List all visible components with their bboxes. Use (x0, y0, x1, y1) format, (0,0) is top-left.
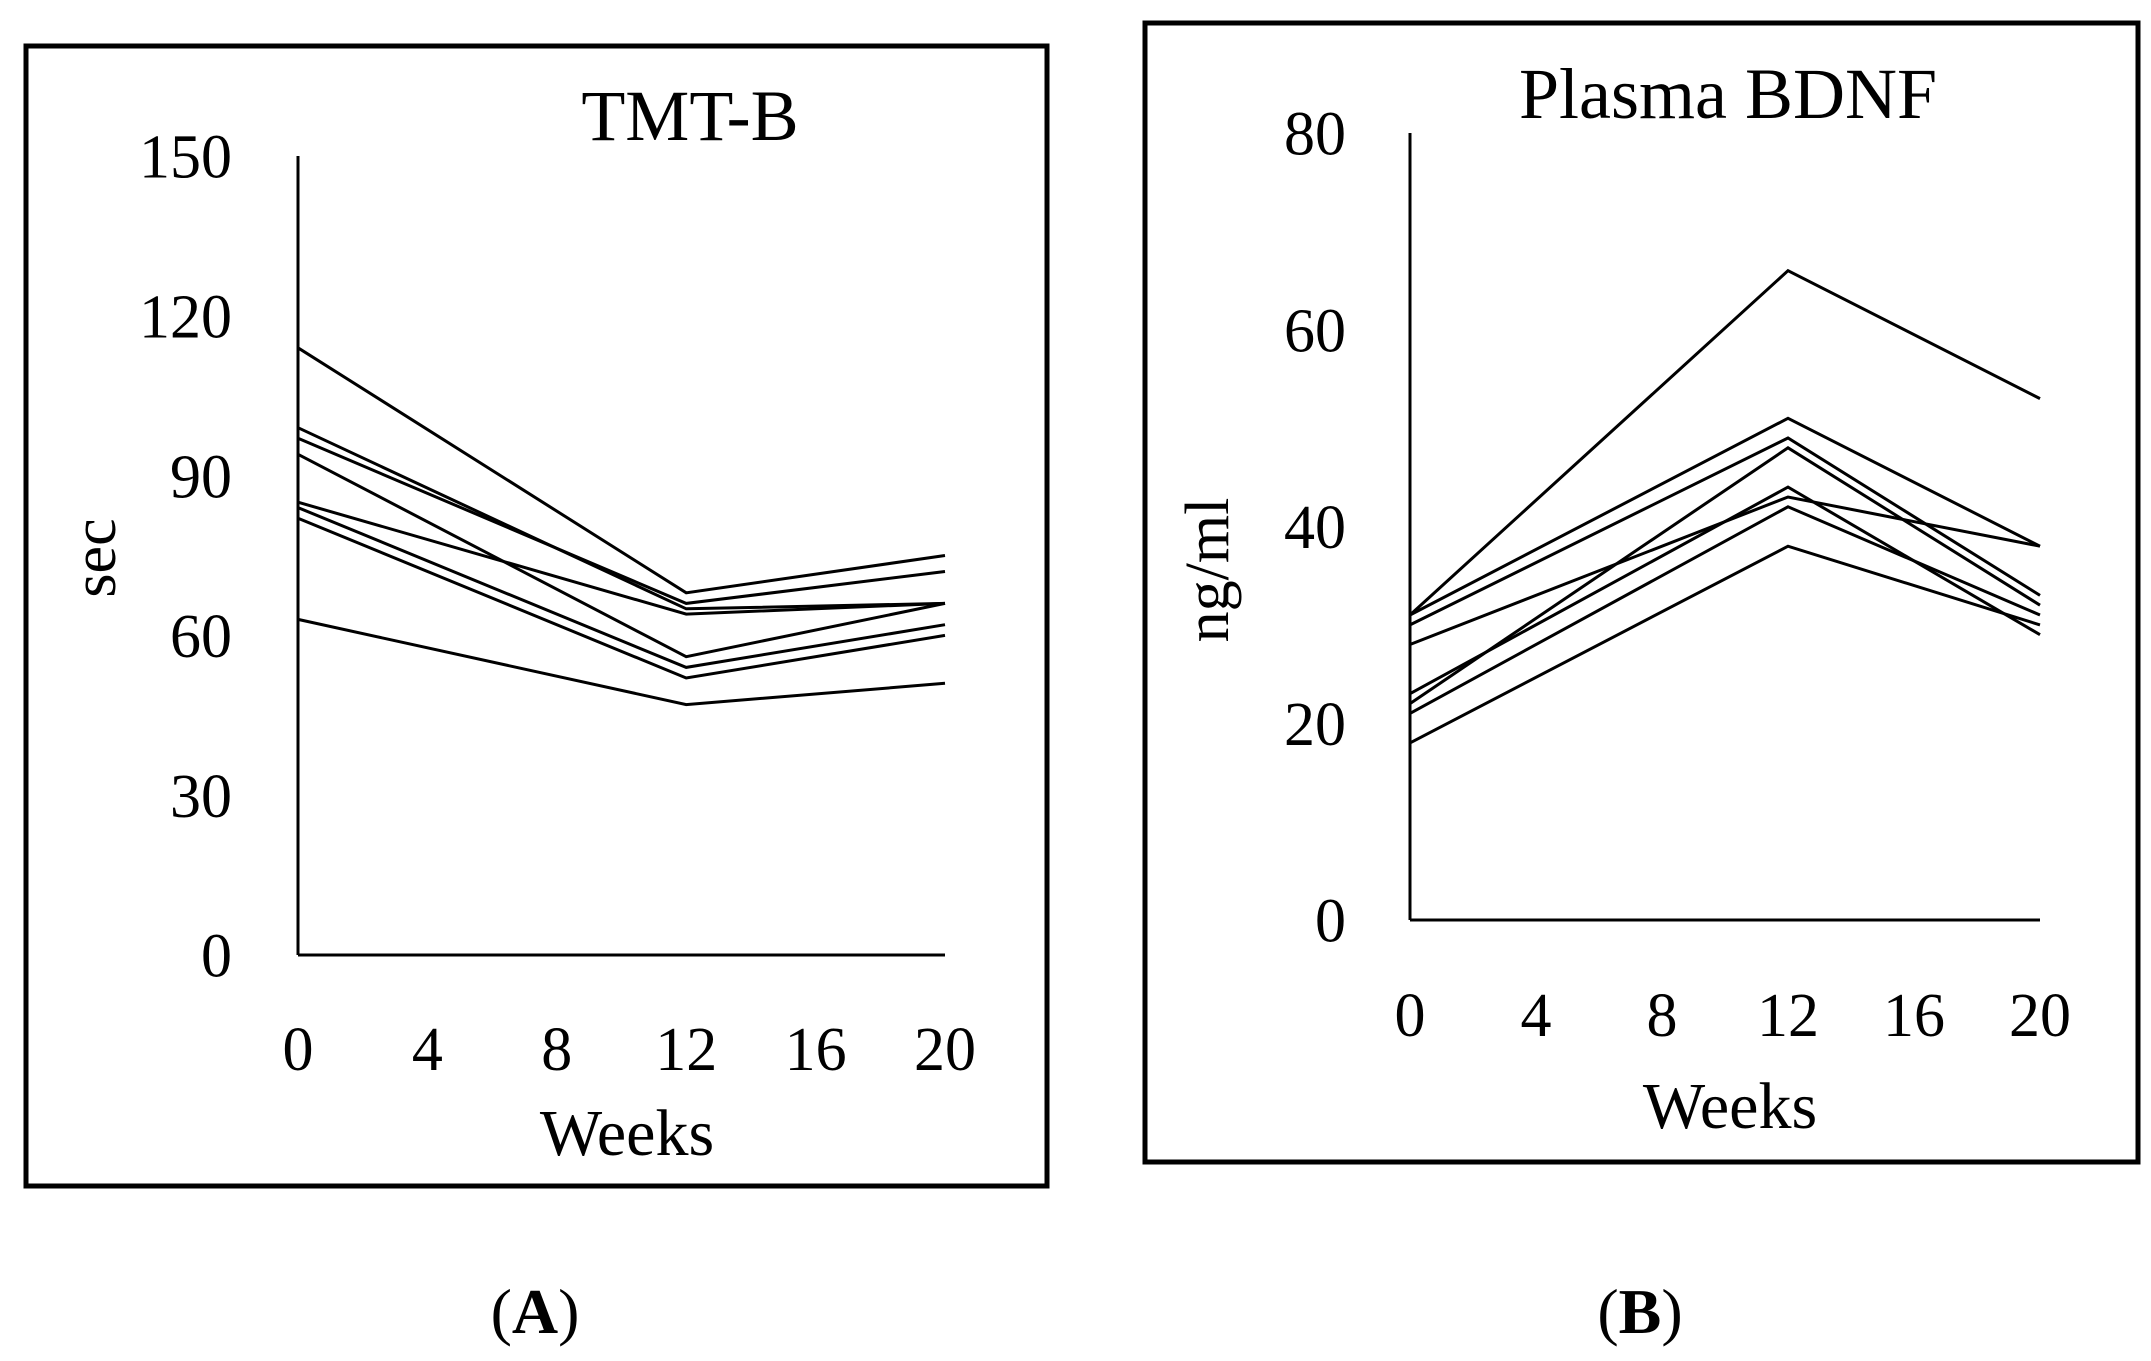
panel-label-a: (A) (491, 1276, 580, 1347)
chart-b-series-line-7 (1409, 544, 2041, 745)
chart-b-series-line-1 (1408, 268, 2041, 617)
chart-b-xtick-label: 12 (1757, 982, 1819, 1050)
chart-b-series-line-3 (1409, 436, 2041, 627)
chart-b-series-line-6 (1409, 505, 2041, 715)
chart-b-ytick-label: 0 (1315, 888, 1346, 956)
chart-b-series-line-5 (1409, 446, 2041, 705)
chart-b-series-line-2 (1409, 416, 2041, 617)
chart-a-series-line-1 (297, 346, 946, 595)
panel-label-a-letter: A (512, 1276, 558, 1347)
chart-b-xtick-label: 16 (1883, 982, 1945, 1050)
chart-a-ytick-label: 0 (201, 923, 232, 991)
chart-b-xtick-label: 8 (1647, 982, 1678, 1050)
chart-a-ytick-label: 120 (139, 284, 232, 352)
chart-a-ytick-label: 150 (139, 124, 232, 192)
panel-label-b-letter: B (1619, 1276, 1662, 1347)
chart-b-ytick-label: 20 (1284, 691, 1346, 759)
chart-plasma-bdnf: Plasma BDNF ng/ml Weeks 0 4 8 12 16 20 0 20 40 6… (1174, 54, 2071, 1143)
panel-b-frame (1142, 20, 2141, 1165)
chart-a-series-line-7 (297, 516, 946, 680)
chart-a-ytick-label: 60 (170, 603, 232, 671)
chart-a-xtick-label: 16 (785, 1016, 847, 1084)
chart-a-series-line-5 (297, 500, 946, 616)
chart-b-series-line-4 (1409, 495, 2041, 646)
chart-a-series-line-2 (297, 426, 946, 611)
panel-a-frame (23, 43, 1050, 1189)
chart-a-ytick-label: 90 (170, 443, 232, 511)
chart-b-ytick-label: 80 (1284, 101, 1346, 169)
chart-b-ylabel: ng/ml (1174, 498, 1242, 643)
chart-a-xtick-label: 20 (914, 1016, 976, 1084)
chart-b-ytick-label: 60 (1284, 297, 1346, 365)
chart-b-xtick-label: 4 (1521, 982, 1552, 1050)
chart-a-ytick-label: 30 (170, 763, 232, 831)
chart-b-title: Plasma BDNF (1519, 54, 1937, 134)
chart-b-xtick-label: 20 (2009, 982, 2071, 1050)
chart-a-ylabel: sec (61, 518, 129, 597)
chart-a-series-line-3 (297, 436, 946, 605)
chart-a-xtick-label: 8 (541, 1016, 572, 1084)
chart-a-series-line-4 (297, 452, 946, 659)
chart-a-xtick-label: 4 (412, 1016, 443, 1084)
chart-tmt-b: TMT-B sec Weeks 0 4 8 12 16 20 0 30 60 90 120 150 (61, 76, 976, 1170)
chart-b-xlabel: Weeks (1643, 1070, 1817, 1143)
chart-a-title: TMT-B (581, 76, 798, 156)
panel-label-b: (B) (1597, 1276, 1682, 1347)
chart-b-xtick-label: 0 (1395, 982, 1426, 1050)
chart-b-ytick-label: 40 (1284, 494, 1346, 562)
chart-b-series-line-8 (1409, 485, 2041, 696)
chart-a-xtick-label: 12 (655, 1016, 717, 1084)
chart-a-series-line-6 (297, 506, 946, 669)
chart-a-series-line-8 (297, 617, 946, 707)
chart-a-xtick-label: 0 (283, 1016, 314, 1084)
chart-a-xlabel: Weeks (540, 1097, 714, 1170)
